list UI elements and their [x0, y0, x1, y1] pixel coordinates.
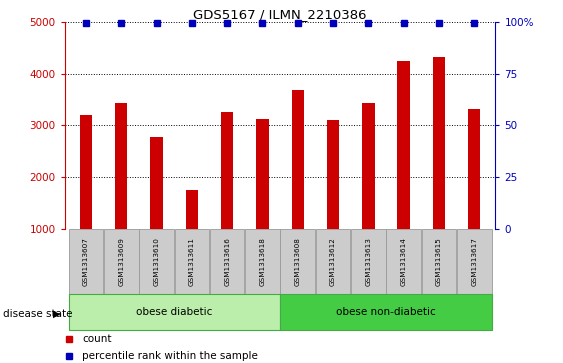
Text: ▶: ▶ [53, 309, 61, 319]
Text: GSM1313613: GSM1313613 [365, 237, 372, 286]
Bar [457, 229, 491, 294]
Text: GSM1313608: GSM1313608 [295, 237, 301, 286]
Bar [422, 229, 456, 294]
Bar [386, 229, 421, 294]
Bar [292, 90, 304, 229]
Bar [256, 119, 269, 229]
Bar [433, 57, 445, 229]
Bar [468, 109, 480, 229]
Bar [362, 103, 374, 229]
Text: obese diabetic: obese diabetic [136, 307, 212, 317]
Bar [351, 229, 386, 294]
Bar [150, 136, 163, 229]
Text: GSM1313611: GSM1313611 [189, 237, 195, 286]
Text: obese non-diabetic: obese non-diabetic [336, 307, 436, 317]
Bar [221, 112, 233, 229]
Bar [115, 103, 127, 229]
Text: GSM1313617: GSM1313617 [471, 237, 477, 286]
Text: percentile rank within the sample: percentile rank within the sample [82, 351, 258, 361]
Bar [186, 190, 198, 229]
Bar [327, 120, 339, 229]
Text: GSM1313607: GSM1313607 [83, 237, 89, 286]
Bar [280, 229, 315, 294]
Text: GSM1313616: GSM1313616 [224, 237, 230, 286]
Bar [80, 115, 92, 229]
Bar [175, 229, 209, 294]
Bar [69, 229, 103, 294]
Bar [139, 229, 174, 294]
Text: GSM1313618: GSM1313618 [260, 237, 265, 286]
Bar [104, 229, 138, 294]
Bar [280, 294, 491, 330]
Text: GSM1313609: GSM1313609 [118, 237, 124, 286]
Text: GSM1313612: GSM1313612 [330, 237, 336, 286]
Text: GSM1313610: GSM1313610 [154, 237, 159, 286]
Bar [210, 229, 244, 294]
Bar [316, 229, 350, 294]
Text: GSM1313614: GSM1313614 [401, 237, 406, 286]
Bar [69, 294, 280, 330]
Text: count: count [82, 334, 111, 344]
Bar [245, 229, 280, 294]
Text: GSM1313615: GSM1313615 [436, 237, 442, 286]
Text: disease state: disease state [3, 309, 72, 319]
Title: GDS5167 / ILMN_2210386: GDS5167 / ILMN_2210386 [193, 8, 367, 21]
Bar [397, 61, 410, 229]
